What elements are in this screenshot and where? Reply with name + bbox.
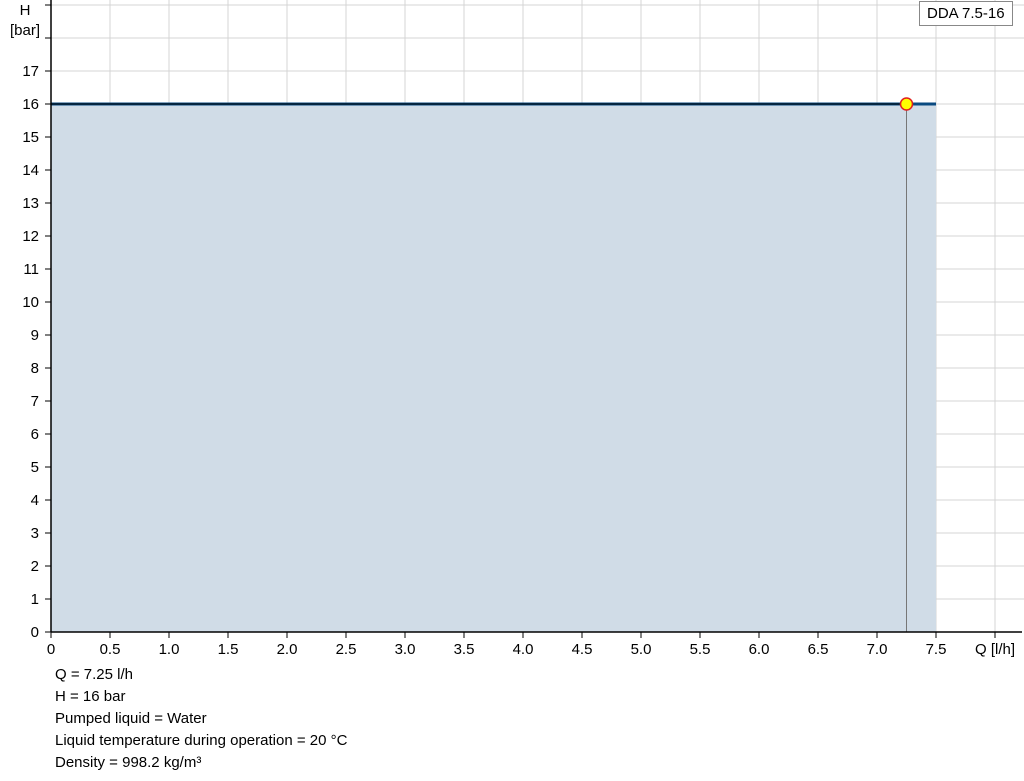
- info-liquid: Pumped liquid = Water: [55, 710, 207, 727]
- y-tick-label: 9: [31, 327, 39, 344]
- x-axis-label: Q [l/h]: [975, 641, 1015, 658]
- y-tick-label: 12: [22, 228, 39, 245]
- y-tick-label: 17: [22, 63, 39, 80]
- x-tick-label: 2.5: [336, 641, 357, 658]
- x-tick-label: 1.0: [159, 641, 180, 658]
- info-density: Density = 998.2 kg/m³: [55, 754, 202, 771]
- x-tick-label: 6.0: [749, 641, 770, 658]
- info-flow: Q = 7.25 l/h: [55, 666, 133, 683]
- y-tick-label: 7: [31, 393, 39, 410]
- y-tick-label: 1: [31, 591, 39, 608]
- operating-info: Q = 7.25 l/h H = 16 bar Pumped liquid = …: [55, 664, 347, 774]
- x-tick-label: 6.5: [808, 641, 829, 658]
- x-tick-label: 4.0: [513, 641, 534, 658]
- x-tick-label: 0: [47, 641, 55, 658]
- x-tick-label: 7.5: [926, 641, 947, 658]
- info-head: H = 16 bar: [55, 688, 126, 705]
- y-tick-label: 10: [22, 294, 39, 311]
- x-tick-label: 3.5: [454, 641, 475, 658]
- y-tick-label: 3: [31, 525, 39, 542]
- y-tick-label: 5: [31, 459, 39, 476]
- operating-point-marker: [899, 97, 914, 111]
- legend-label: DDA 7.5-16: [919, 1, 1013, 26]
- x-tick-label: 1.5: [218, 641, 239, 658]
- x-tick-label: 3.0: [395, 641, 416, 658]
- y-tick-label: 16: [22, 96, 39, 113]
- y-tick-label: 8: [31, 360, 39, 377]
- info-temperature: Liquid temperature during operation = 20…: [55, 732, 348, 749]
- x-tick-label: 5.0: [631, 641, 652, 658]
- x-tick-label: 5.5: [690, 641, 711, 658]
- y-axis-unit: [bar]: [10, 22, 40, 39]
- y-tick-label: 14: [22, 162, 39, 179]
- y-tick-label: 2: [31, 558, 39, 575]
- y-tick-label: 4: [31, 492, 39, 509]
- y-tick-label: 15: [22, 129, 39, 146]
- y-tick-label: 13: [22, 195, 39, 212]
- y-tick-label: 11: [23, 261, 39, 278]
- x-tick-label: 2.0: [277, 641, 298, 658]
- x-tick-label: 4.5: [572, 641, 593, 658]
- curve-area: [51, 104, 936, 632]
- x-tick-label: 0.5: [100, 641, 121, 658]
- x-tick-label: 7.0: [867, 641, 888, 658]
- y-tick-label: 6: [31, 426, 39, 443]
- y-tick-label: 0: [31, 624, 39, 641]
- y-axis-label: H: [20, 2, 31, 19]
